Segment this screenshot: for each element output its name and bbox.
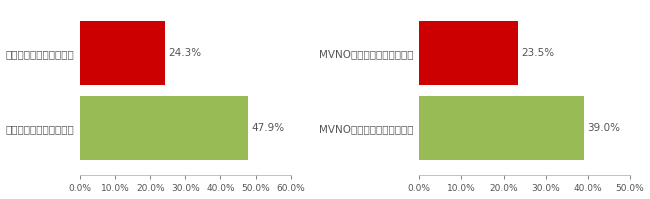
Bar: [419, 21, 518, 85]
Bar: [419, 96, 584, 160]
Bar: [80, 96, 248, 160]
Text: 47.9%: 47.9%: [251, 123, 284, 133]
Bar: [80, 21, 165, 85]
Text: 24.3%: 24.3%: [168, 48, 202, 58]
Text: 39.0%: 39.0%: [587, 123, 620, 133]
Text: 23.5%: 23.5%: [522, 48, 554, 58]
